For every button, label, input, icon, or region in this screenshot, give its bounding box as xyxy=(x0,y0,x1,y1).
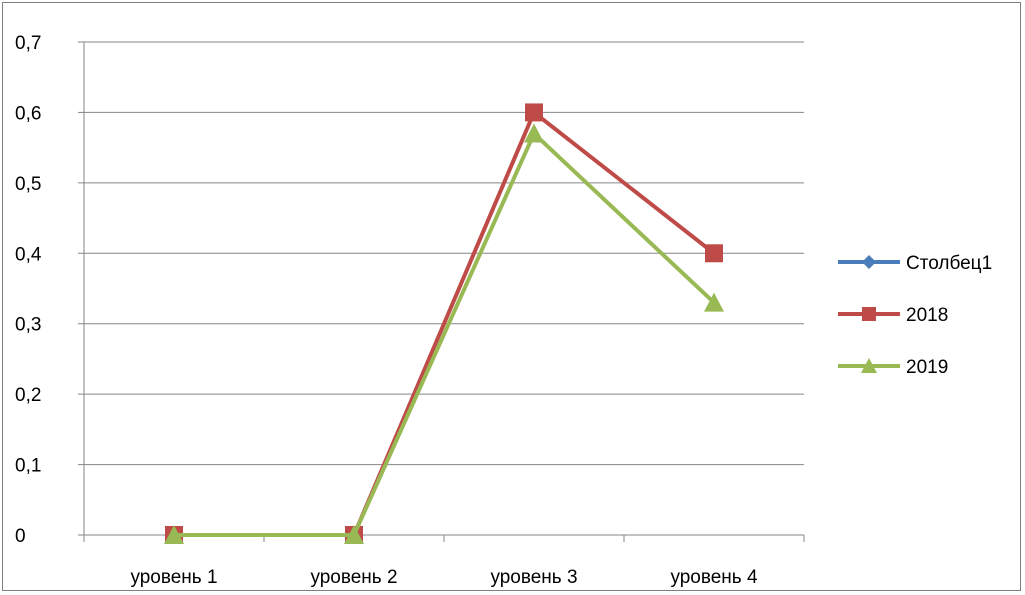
triangle-marker xyxy=(524,123,544,143)
y-tick-label: 0,4 xyxy=(15,244,42,265)
triangle-marker xyxy=(164,525,184,544)
x-tick-label: уровень 4 xyxy=(670,567,758,588)
diamond-marker xyxy=(862,255,876,269)
legend-label: 2018 xyxy=(906,305,948,326)
y-tick-label: 0,6 xyxy=(15,103,41,124)
axes xyxy=(83,42,804,536)
x-tick-label: уровень 2 xyxy=(310,567,397,588)
triangle-marker xyxy=(344,525,364,544)
y-tick-label: 0,7 xyxy=(15,33,41,54)
x-tick-label: уровень 1 xyxy=(130,567,217,588)
y-tick-label: 0,5 xyxy=(15,174,41,195)
x-axis-ticks: уровень 1 уровень 2 уровень 3 уровень 4 xyxy=(83,535,805,588)
y-tick-label: 0,3 xyxy=(15,315,41,336)
square-marker xyxy=(525,103,543,122)
y-tick-label: 0,1 xyxy=(15,456,41,477)
legend: Столбец1 2018 2019 xyxy=(838,253,992,378)
triangle-marker xyxy=(861,358,877,373)
triangle-marker xyxy=(704,292,724,312)
legend-label: Столбец1 xyxy=(906,253,992,274)
series-lines xyxy=(164,103,724,544)
y-axis-ticks: 0 0,1 0,2 0,3 0,4 0,5 0,6 0,7 xyxy=(15,33,84,547)
gridlines xyxy=(84,41,804,466)
legend-label: 2019 xyxy=(906,357,948,378)
x-tick-label: уровень 3 xyxy=(490,567,577,588)
y-tick-label: 0,2 xyxy=(15,385,41,406)
square-marker xyxy=(862,307,876,321)
y-tick-label: 0 xyxy=(15,526,26,547)
series-line-2019 xyxy=(174,131,716,537)
square-marker xyxy=(705,244,723,263)
